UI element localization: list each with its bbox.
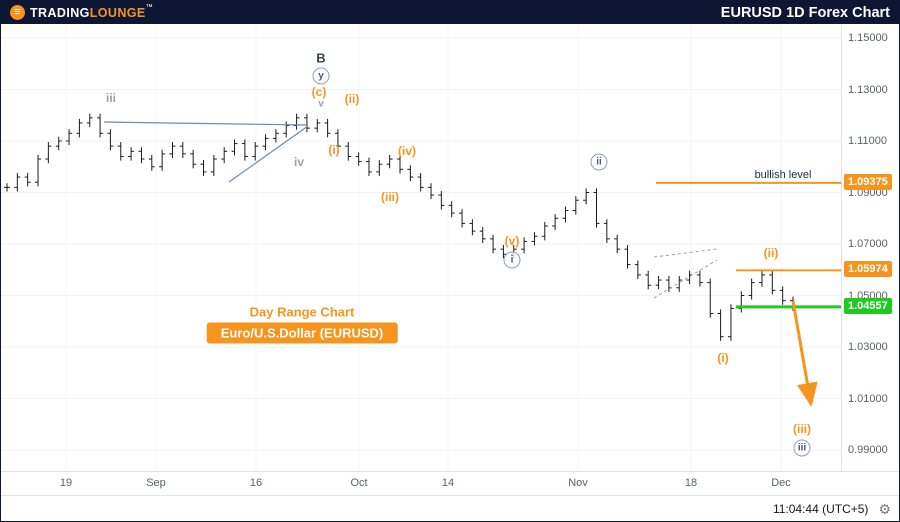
tradinglounge-brand[interactable]: ≡ TRADINGLOUNGE™ [10,4,153,22]
tradinglounge-logo-icon: ≡ [10,5,25,20]
price-axis-label: 1.11000 [848,135,887,147]
time-axis-label: Oct [350,477,368,489]
price-axis[interactable]: 1.15000 1.13000 1.11000 1.09000 1.07000 1.050… [841,24,899,471]
price-axis-label: 1.13000 [848,83,888,96]
time-axis-label: 19 [59,477,73,489]
time-axis-label: Nov [568,477,588,489]
price-tag-wave-ii-resistance: 1.05974 [844,261,892,278]
brand-text: TRADINGLOUNGE™ [30,4,153,22]
page-title: EURUSD 1D Forex Chart [720,4,890,21]
top-bar: ≡ TRADINGLOUNGE™ EURUSD 1D Forex Chart [1,1,899,24]
price-axis-label: 1.15000 [848,32,888,44]
price-axis-label: 0.99000 [848,444,888,456]
time-axis-label: 16 [249,477,263,489]
trademark-symbol: ™ [145,3,153,11]
time-axis[interactable]: 19 Sep 16 Oct 14 Nov 18 Dec [1,471,899,496]
price-axis-label: 1.03000 [848,341,888,353]
price-axis-label: 1.07000 [848,238,888,250]
status-bar: 11:04:44 (UTC+5) ⚙ [1,495,899,521]
time-axis-label: Sep [146,477,166,489]
settings-gear-icon[interactable]: ⚙ [878,501,891,517]
time-axis-label: 14 [441,477,455,489]
time-axis-label: Dec [771,477,791,489]
price-tag-bullish-level: 1.09375 [844,173,892,190]
brand-lounge: LOUNGE [89,5,146,20]
clock: 11:04:44 (UTC+5) [772,502,869,516]
price-tag-current-price-level: 1.04557 [844,297,892,314]
brand-trading: TRADING [30,5,90,20]
price-chart-svg[interactable] [1,24,841,471]
time-axis-label: 18 [684,477,698,489]
price-axis-label: 1.01000 [848,392,888,405]
